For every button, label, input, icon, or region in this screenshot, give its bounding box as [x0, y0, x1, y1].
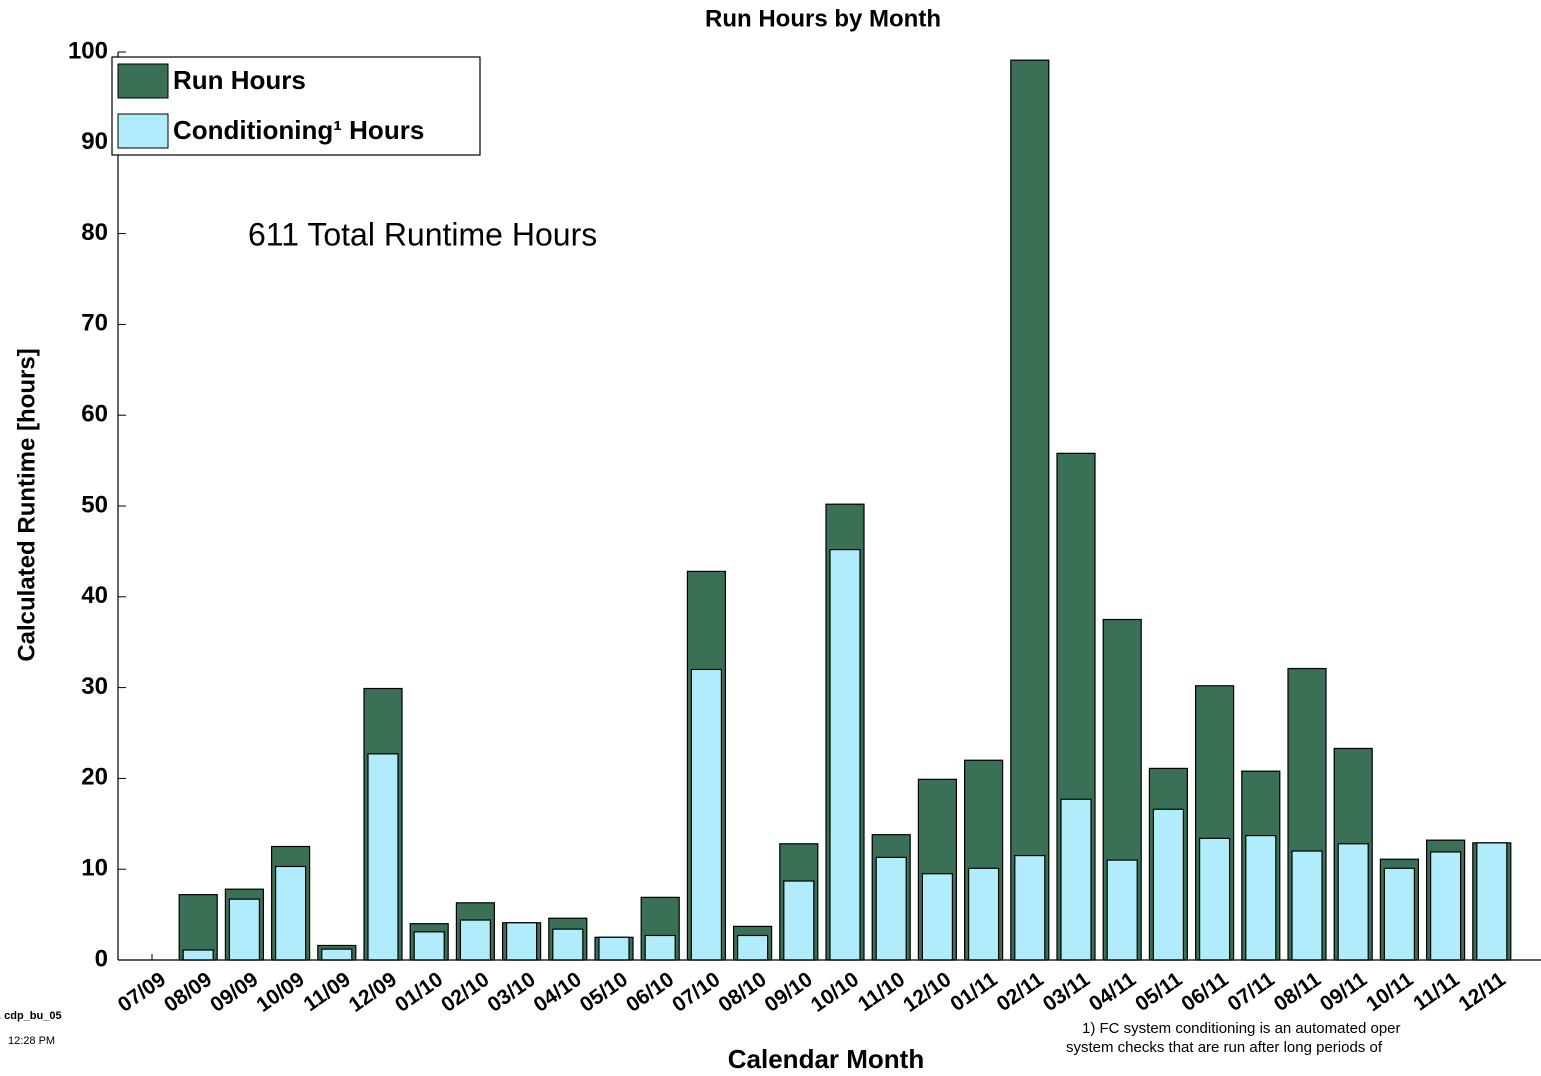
legend: Run Hours Conditioning¹ Hours: [111, 56, 481, 156]
side-note: 12:28 PM: [8, 1035, 55, 1047]
y-tick-label: 0: [95, 945, 108, 972]
x-tick-label: 01/10: [391, 968, 447, 1017]
bar: [644, 934, 676, 961]
y-tick-label: 60: [81, 401, 108, 428]
x-tick-label: 11/11: [1409, 968, 1464, 1016]
bar: [367, 753, 399, 961]
chart-title: Run Hours by Month: [705, 5, 941, 32]
x-axis-label: Calendar Month: [728, 1044, 924, 1074]
bar: [178, 894, 218, 961]
x-tick-label: 08/11: [1270, 968, 1326, 1017]
bar: [1014, 854, 1046, 961]
x-tick-label: 03/10: [483, 968, 539, 1017]
x-tick-label: 04/10: [530, 968, 586, 1017]
bar: [967, 867, 1000, 961]
bar: [275, 865, 307, 961]
x-tick-label: 06/11: [1177, 968, 1233, 1017]
x-tick-label: 12/09: [345, 968, 401, 1017]
legend-swatch: [117, 113, 169, 149]
x-tick-label: 09/10: [761, 968, 817, 1017]
bar: [1010, 59, 1050, 961]
bar: [829, 548, 861, 961]
x-tick-label: 10/09: [252, 968, 308, 1017]
legend-box: [111, 56, 481, 156]
legend-label: Conditioning¹ Hours: [173, 115, 424, 145]
legend-swatch: [117, 63, 169, 99]
bar: [1245, 835, 1277, 961]
bar: [875, 856, 907, 961]
bar: [459, 919, 491, 961]
bar: [1476, 842, 1508, 961]
y-tick-label: 70: [81, 310, 108, 337]
y-tick-label: 50: [81, 491, 108, 518]
bar: [1429, 851, 1462, 961]
x-tick-label: 05/11: [1131, 968, 1187, 1017]
x-tick-label: 07/10: [668, 968, 724, 1017]
x-tick-label: 04/11: [1085, 968, 1141, 1017]
x-tick-label: 10/10: [807, 968, 863, 1017]
bar: [690, 668, 723, 961]
side-note: . cdp_bu_05: [0, 1010, 62, 1022]
x-tick-label: 12/11: [1455, 968, 1511, 1017]
bar: [413, 931, 445, 961]
y-axis-label: Calculated Runtime [hours]: [13, 348, 40, 661]
x-tick-label: 08/10: [714, 968, 770, 1017]
bar: [921, 873, 954, 961]
bar: [1383, 867, 1416, 961]
x-tick-label: 12/10: [899, 968, 955, 1017]
x-tick-label: 02/11: [993, 968, 1049, 1017]
bar: [1060, 798, 1092, 961]
bar: [1106, 859, 1138, 961]
x-tick-label: 10/11: [1362, 968, 1418, 1017]
y-tick-label: 40: [81, 582, 108, 609]
bar: [182, 949, 214, 961]
x-tick-label: 09/09: [206, 968, 262, 1017]
y-tick-label: 10: [81, 855, 108, 882]
x-tick-label: 06/10: [622, 968, 678, 1017]
y-tick-label: 20: [81, 764, 108, 791]
bar: [552, 928, 584, 961]
bar: [598, 936, 630, 961]
x-tick-label: 07/09: [114, 968, 170, 1017]
bar: [321, 948, 353, 961]
bar: [1152, 808, 1185, 961]
x-tick-label: 11/09: [300, 968, 355, 1016]
x-tick-label: 08/09: [160, 968, 216, 1017]
bar: [506, 922, 538, 961]
x-tick-label: 09/11: [1316, 968, 1372, 1017]
bar: [736, 934, 769, 961]
legend-label: Run Hours: [173, 65, 306, 95]
x-tick-label: 01/11: [946, 968, 1002, 1017]
x-tick-label: 11/10: [854, 968, 909, 1016]
x-tick-label: 02/10: [437, 968, 493, 1017]
bar: [228, 898, 260, 961]
bar: [1198, 837, 1231, 961]
y-tick-label: 80: [81, 219, 108, 246]
y-tick-label: 90: [81, 128, 108, 155]
y-tick-label: 100: [68, 37, 108, 64]
x-tick-label: 05/10: [576, 968, 632, 1017]
footnote: 1) FC system conditioning is an automate…: [1082, 1020, 1401, 1037]
x-tick-label: 07/11: [1224, 968, 1280, 1017]
annotation: 611 Total Runtime Hours: [248, 216, 597, 252]
y-tick-label: 30: [81, 673, 108, 700]
footnote: system checks that are run after long pe…: [1066, 1039, 1383, 1056]
bar: [1291, 850, 1323, 961]
bar: [783, 880, 815, 961]
bar: [1337, 843, 1369, 961]
x-tick-label: 03/11: [1039, 968, 1095, 1017]
